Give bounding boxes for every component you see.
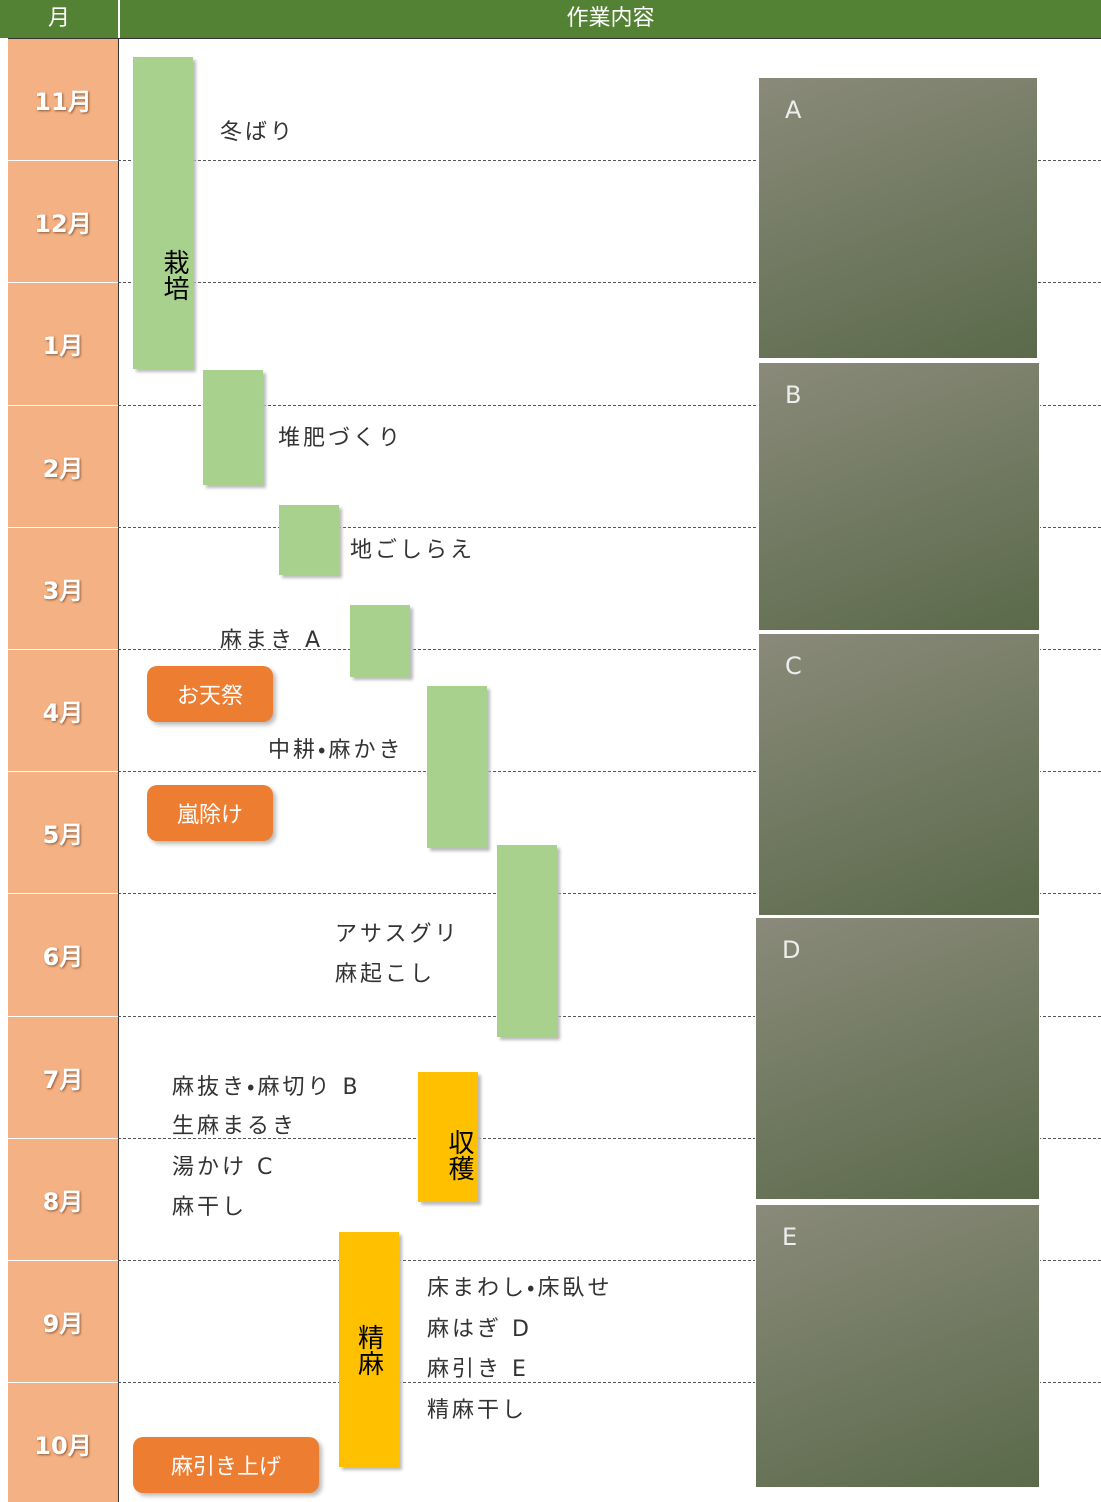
content-header: 作業内容 (120, 0, 1101, 38)
task: 麻抜き・麻切り B (172, 1069, 361, 1101)
photo: B (758, 362, 1040, 631)
month-cell: 3月 (8, 528, 118, 649)
photo-label: E (782, 1223, 797, 1251)
phase-bar: 精麻 (339, 1232, 399, 1467)
cell-separator (8, 893, 118, 894)
month-cell: 4月 (8, 650, 118, 771)
task: 冬ばり (220, 114, 295, 146)
task-bar (350, 605, 410, 677)
month-cell: 9月 (8, 1261, 118, 1382)
month-cell: 7月 (8, 1017, 118, 1138)
photo-label: C (785, 652, 802, 680)
task: 地ごしらえ (350, 532, 475, 564)
photo: E (755, 1204, 1040, 1488)
task-bar (497, 845, 557, 1037)
cell-separator (8, 1016, 118, 1017)
task-bar (427, 686, 487, 848)
cell-separator (8, 1260, 118, 1261)
task: 中耕・麻かき (268, 732, 403, 764)
task: 麻起こし (335, 956, 435, 988)
event: 麻引き上げ (133, 1437, 319, 1493)
event: 嵐除け (147, 785, 273, 841)
month-cell: 1月 (8, 283, 118, 404)
gutter (0, 38, 8, 1502)
event: お天祭 (147, 666, 273, 722)
cell-separator (8, 160, 118, 161)
photo-label: D (782, 936, 800, 964)
photo: A (758, 77, 1038, 359)
task: 生麻まるき (172, 1108, 297, 1140)
photo: C (758, 633, 1040, 916)
month-cell: 5月 (8, 772, 118, 893)
month-header: 月 (0, 0, 118, 38)
task: 湯かけ C (172, 1149, 275, 1181)
task: 麻まき A (220, 622, 323, 654)
task: アサスグリ (335, 916, 460, 948)
month-cell: 6月 (8, 894, 118, 1015)
calendar: 月 作業内容 11月12月1月2月3月4月5月6月7月8月9月10月 A B C… (0, 0, 1101, 1502)
cell-separator (8, 771, 118, 772)
month-cell: 12月 (8, 161, 118, 282)
month-cell: 10月 (8, 1383, 118, 1502)
task: 麻引き E (427, 1351, 529, 1383)
month-cell: 8月 (8, 1139, 118, 1260)
task: 床まわし・床臥せ (427, 1270, 612, 1302)
cell-separator (8, 1382, 118, 1383)
phase-bar: 収穫 (418, 1072, 478, 1202)
task-bar (203, 370, 263, 485)
photo-label: A (785, 96, 801, 124)
cell-separator (8, 649, 118, 650)
month-cell: 2月 (8, 406, 118, 527)
task: 麻はぎ D (427, 1311, 532, 1343)
cell-separator (8, 282, 118, 283)
divider (118, 38, 119, 1502)
cell-separator (8, 1138, 118, 1139)
phase-bar: 栽培 (133, 57, 193, 369)
task: 堆肥づくり (278, 420, 403, 452)
task: 精麻干し (427, 1392, 527, 1424)
cell-separator (8, 405, 118, 406)
cell-separator (8, 527, 118, 528)
photo-label: B (785, 381, 801, 409)
photo: D (755, 917, 1040, 1200)
task-bar (279, 505, 339, 575)
task: 麻干し (172, 1189, 247, 1221)
month-cell: 11月 (8, 39, 118, 160)
rule (8, 38, 1101, 39)
